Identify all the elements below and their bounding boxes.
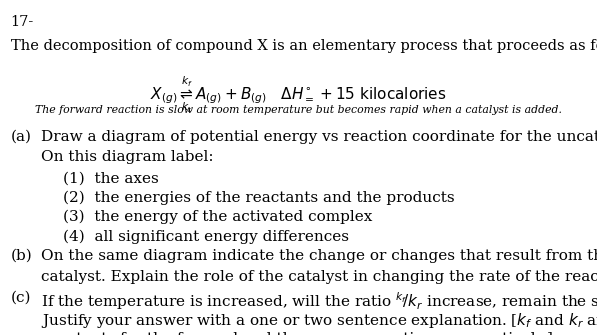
Text: Justify your answer with a one or two sentence explanation. [$k_f$ and $k_r$ are: Justify your answer with a one or two se… (41, 311, 597, 330)
Text: 17-: 17- (11, 15, 34, 29)
Text: (3)  the energy of the activated complex: (3) the energy of the activated complex (63, 210, 372, 224)
Text: constants for the forward and the reverse reactions, respectively.]: constants for the forward and the revers… (41, 332, 552, 335)
Text: On this diagram label:: On this diagram label: (41, 150, 213, 164)
Text: (b): (b) (11, 249, 32, 263)
Text: The decomposition of compound X is an elementary process that proceeds as follow: The decomposition of compound X is an el… (11, 39, 597, 53)
Text: The forward reaction is slow at room temperature but becomes rapid when a cataly: The forward reaction is slow at room tem… (35, 105, 562, 115)
Text: If the temperature is increased, will the ratio $^{k_f}\!/k_r$ increase, remain : If the temperature is increased, will th… (41, 290, 597, 312)
Text: Draw a diagram of potential energy vs reaction coordinate for the uncatalyzed re: Draw a diagram of potential energy vs re… (41, 130, 597, 144)
Text: (4)  all significant energy differences: (4) all significant energy differences (63, 229, 349, 244)
Text: (c): (c) (11, 290, 31, 305)
Text: On the same diagram indicate the change or changes that result from the addition: On the same diagram indicate the change … (41, 249, 597, 263)
Text: (1)  the axes: (1) the axes (63, 171, 158, 185)
Text: (a): (a) (11, 130, 32, 144)
Text: (2)  the energies of the reactants and the products: (2) the energies of the reactants and th… (63, 191, 454, 205)
Text: $X_{(g)}\overset{k_f}{\underset{k_r}{\rightleftharpoons}}A_{(g)}+B_{(g)}$$\quad\: $X_{(g)}\overset{k_f}{\underset{k_r}{\ri… (150, 74, 447, 115)
Text: catalyst. Explain the role of the catalyst in changing the rate of the reaction.: catalyst. Explain the role of the cataly… (41, 270, 597, 284)
